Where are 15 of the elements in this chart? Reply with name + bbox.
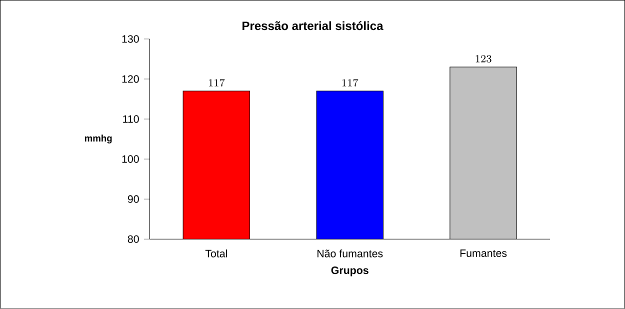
chart-title: Pressão arterial sistólica <box>242 21 384 30</box>
y-tick-label: 100 <box>122 155 139 163</box>
x-axis-title: Grupos <box>331 266 368 276</box>
x-tick-label: Total <box>205 250 227 258</box>
y-tick-label: 80 <box>128 235 139 244</box>
data-label: 117 <box>342 79 358 87</box>
data-label: 123 <box>476 55 492 63</box>
y-axis-title: mmhg <box>84 134 112 144</box>
data-label: 117 <box>208 79 225 87</box>
y-tick-label: 90 <box>128 195 139 203</box>
x-tick-label: Fumantes <box>460 250 507 258</box>
y-tick-label: 130 <box>122 35 139 43</box>
y-tick-label: 110 <box>123 115 139 123</box>
y-tick-label: 120 <box>122 75 139 83</box>
x-tick-label: Não fumantes <box>318 250 383 258</box>
